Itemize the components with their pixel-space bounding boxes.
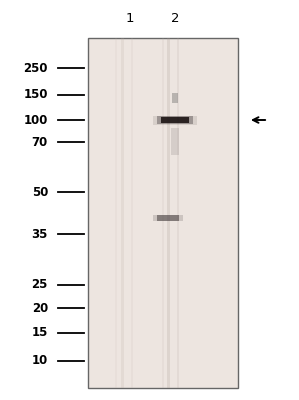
Text: 2: 2 [171,12,179,24]
Text: 1: 1 [126,12,134,24]
Text: 25: 25 [32,278,48,292]
Bar [177,38,179,388]
Text: 150: 150 [24,88,48,102]
Bar [115,38,117,388]
Bar [131,38,133,388]
Text: 100: 100 [24,114,48,126]
Text: 50: 50 [32,186,48,198]
Text: 70: 70 [32,136,48,148]
Text: 10: 10 [32,354,48,368]
Bar [162,38,164,388]
Bar [152,116,197,124]
Bar [88,38,238,388]
Bar [157,116,193,124]
Text: 20: 20 [32,302,48,314]
Bar [161,117,189,123]
Bar [157,215,179,221]
Bar [120,38,123,388]
Bar [172,93,178,103]
Bar [167,38,170,388]
Bar [152,215,183,221]
Text: 250: 250 [24,62,48,74]
Bar [171,128,179,155]
Text: 35: 35 [32,228,48,240]
Text: 15: 15 [32,326,48,340]
